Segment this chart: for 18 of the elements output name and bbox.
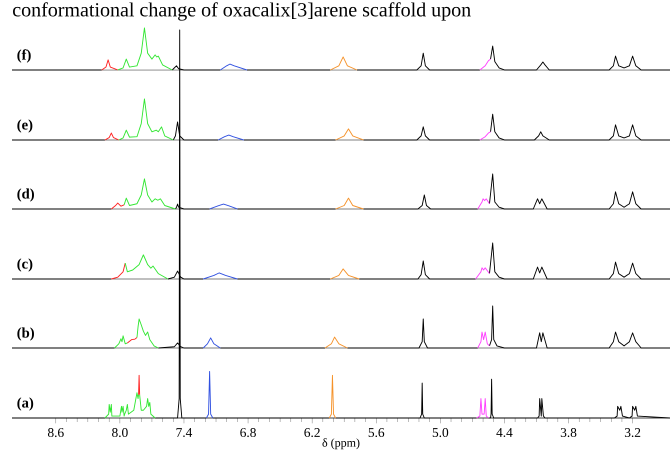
- x-tick-label: 5.0: [432, 428, 448, 438]
- x-tick-label: 6.2: [304, 428, 320, 438]
- x-tick-label: 4.4: [496, 428, 513, 438]
- x-tick-label: 5.6: [368, 428, 384, 438]
- annotation: (b): [17, 327, 34, 341]
- annotation: (c): [17, 258, 32, 272]
- annotation: (e): [17, 119, 32, 133]
- annotation: (a): [17, 397, 34, 411]
- x-tick-label: 3.8: [560, 428, 576, 438]
- x-tick-label: 6.8: [240, 428, 256, 438]
- x-axis-title: δ (ppm): [322, 438, 360, 450]
- x-tick-label: 7.4: [176, 428, 192, 438]
- x-tick-label: 8.6: [48, 428, 64, 438]
- annotation: (d): [17, 188, 34, 202]
- x-tick-label: 8.0: [112, 428, 128, 438]
- x-tick-label: 3.2: [624, 428, 640, 438]
- annotation: (f): [17, 49, 31, 63]
- chart-title: conformational change of oxacalix[3]arene scaffold upon: [13, 2, 471, 21]
